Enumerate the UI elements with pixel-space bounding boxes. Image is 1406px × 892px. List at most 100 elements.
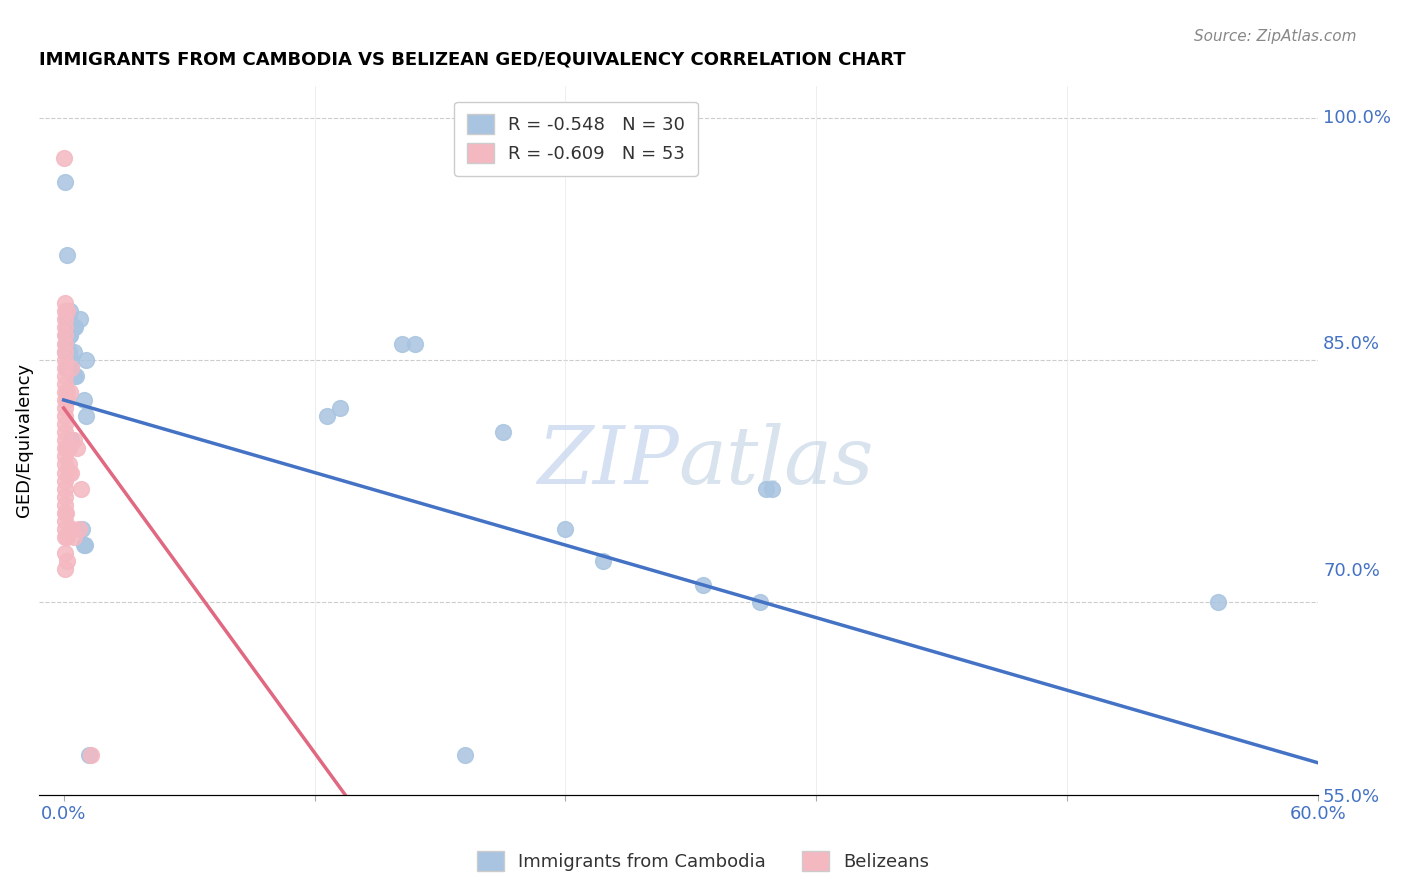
Text: atlas: atlas: [678, 423, 873, 500]
Point: [53, 514, 76, 528]
Point: [59, 328, 82, 343]
Point: [53, 522, 76, 536]
Point: [53, 368, 76, 383]
Point: [404, 336, 426, 351]
Point: [748, 594, 770, 608]
Legend: Immigrants from Cambodia, Belizeans: Immigrants from Cambodia, Belizeans: [470, 844, 936, 879]
Point: [62, 320, 84, 334]
Point: [77, 747, 100, 762]
Text: IMMIGRANTS FROM CAMBODIA VS BELIZEAN GED/EQUIVALENCY CORRELATION CHART: IMMIGRANTS FROM CAMBODIA VS BELIZEAN GED…: [38, 51, 905, 69]
Point: [53, 352, 76, 367]
Point: [56, 530, 79, 544]
Point: [53, 498, 76, 512]
Point: [53, 175, 76, 189]
Point: [69, 312, 91, 326]
Point: [53, 328, 76, 343]
Point: [55, 506, 77, 520]
Point: [60, 466, 83, 480]
Y-axis label: GED/Equivalency: GED/Equivalency: [15, 363, 32, 517]
Point: [67, 522, 90, 536]
Point: [692, 578, 714, 592]
Point: [60, 360, 83, 375]
Point: [60, 360, 83, 375]
Point: [63, 320, 86, 334]
Point: [72, 522, 94, 536]
Point: [53, 530, 76, 544]
Point: [53, 434, 76, 448]
Point: [554, 522, 576, 536]
Point: [59, 384, 82, 399]
Point: [53, 417, 76, 432]
Point: [53, 360, 76, 375]
Point: [60, 352, 83, 367]
Point: [52, 151, 75, 165]
Point: [62, 344, 84, 359]
Point: [58, 344, 80, 359]
Point: [60, 434, 83, 448]
Point: [75, 409, 97, 423]
Point: [56, 320, 79, 334]
Point: [53, 384, 76, 399]
Point: [62, 530, 84, 544]
Point: [73, 538, 96, 552]
Point: [53, 401, 76, 415]
Point: [55, 336, 77, 351]
Point: [58, 312, 80, 326]
Point: [316, 409, 339, 423]
Point: [755, 482, 778, 496]
Point: [53, 344, 76, 359]
Point: [62, 434, 84, 448]
Point: [761, 482, 783, 496]
Point: [53, 466, 76, 480]
Point: [56, 360, 79, 375]
Point: [56, 384, 79, 399]
Point: [59, 304, 82, 318]
Point: [53, 442, 76, 456]
Point: [55, 328, 77, 343]
Point: [59, 328, 82, 343]
Point: [454, 747, 477, 762]
Point: [53, 409, 76, 423]
Point: [53, 490, 76, 504]
Point: [56, 442, 79, 456]
Point: [329, 401, 352, 415]
Point: [56, 554, 79, 568]
Legend: R = -0.548   N = 30, R = -0.609   N = 53: R = -0.548 N = 30, R = -0.609 N = 53: [454, 102, 697, 176]
Point: [53, 376, 76, 391]
Point: [53, 506, 76, 520]
Point: [53, 450, 76, 464]
Point: [592, 554, 614, 568]
Point: [58, 466, 80, 480]
Point: [56, 312, 79, 326]
Point: [53, 304, 76, 318]
Point: [1206, 594, 1229, 608]
Point: [62, 368, 84, 383]
Point: [53, 320, 76, 334]
Point: [53, 482, 76, 496]
Point: [56, 392, 79, 407]
Point: [53, 336, 76, 351]
Point: [62, 522, 84, 536]
Text: Source: ZipAtlas.com: Source: ZipAtlas.com: [1194, 29, 1357, 45]
Point: [492, 425, 515, 440]
Text: ZIP: ZIP: [537, 423, 678, 500]
Point: [53, 312, 76, 326]
Point: [58, 442, 80, 456]
Point: [53, 474, 76, 488]
Point: [75, 352, 97, 367]
Point: [65, 368, 87, 383]
Point: [53, 562, 76, 576]
Point: [70, 482, 93, 496]
Point: [53, 392, 76, 407]
Point: [53, 296, 76, 310]
Point: [391, 336, 413, 351]
Point: [80, 747, 103, 762]
Point: [53, 425, 76, 440]
Point: [66, 442, 89, 456]
Point: [56, 248, 79, 262]
Point: [73, 538, 96, 552]
Point: [56, 304, 79, 318]
Point: [58, 458, 80, 472]
Point: [73, 392, 96, 407]
Point: [53, 344, 76, 359]
